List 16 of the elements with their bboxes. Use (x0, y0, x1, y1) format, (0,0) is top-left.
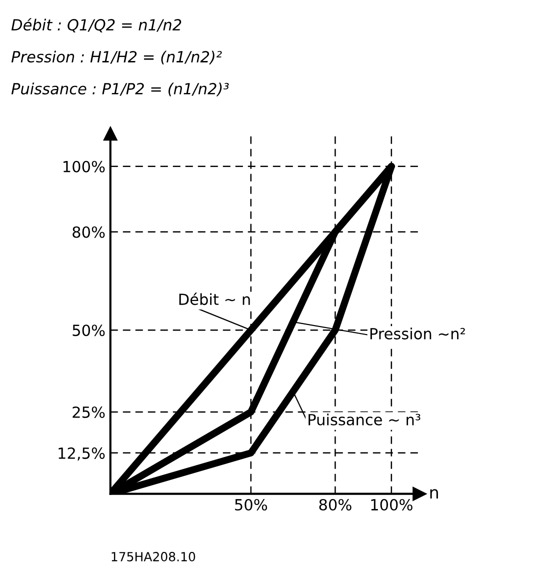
text: Pression : H1/H2 = (n1/n2)² (11, 50, 222, 64)
series-label: Puissance ~ n³ (308, 414, 420, 426)
x-tick-label: 100% (371, 498, 412, 511)
y-tick-label: 25% (72, 406, 105, 418)
x-axis-title: n (430, 489, 438, 498)
y-tick-label: 80% (72, 226, 105, 238)
x-tick-label: 50% (235, 498, 268, 511)
series-label: Débit ~ n (179, 292, 250, 306)
text: Puissance : P1/P2 = (n1/n2)³ (11, 82, 229, 96)
y-tick-label: 12,5% (58, 447, 105, 460)
y-tick-label: 100% (64, 160, 105, 172)
legend-label: Pression ~n² (370, 328, 465, 340)
x-tick-label: 80% (319, 498, 352, 511)
text: Débit : Q1/Q2 = n1/n2 (11, 18, 182, 32)
y-tick-label: 50% (72, 324, 105, 336)
text: 175HA208.10 (112, 552, 196, 562)
